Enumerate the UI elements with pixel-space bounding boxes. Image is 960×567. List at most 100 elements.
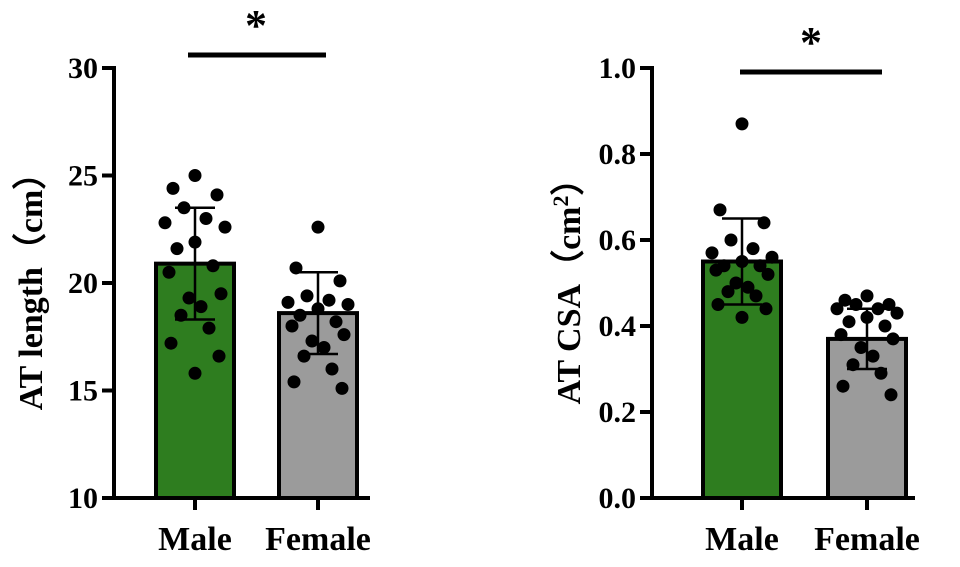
data-point [842, 315, 856, 329]
data-point [287, 375, 301, 389]
data-point [890, 306, 904, 320]
data-point [713, 203, 727, 217]
x-tick-label-female: Female [814, 521, 920, 558]
data-point [882, 298, 896, 311]
data-point [765, 250, 779, 264]
data-point [177, 201, 191, 215]
x-tick-label-male: Male [158, 521, 232, 558]
data-point [289, 261, 303, 275]
data-point [297, 349, 311, 363]
y-tick-label: 0.8 [599, 138, 637, 171]
data-point [285, 319, 299, 333]
data-point [836, 379, 850, 393]
y-tick-label: 30 [68, 52, 98, 85]
data-point [194, 300, 208, 314]
y-tick-label: 10 [68, 482, 98, 515]
data-point [721, 285, 735, 299]
data-point [757, 216, 771, 230]
data-point [834, 328, 848, 342]
data-point [182, 291, 196, 305]
data-point [214, 287, 228, 301]
data-point [322, 293, 336, 307]
data-point [188, 366, 202, 380]
data-point [729, 276, 743, 290]
data-point [860, 289, 874, 303]
data-point [884, 388, 898, 402]
data-point [878, 319, 892, 333]
y-axis-title-main: AT length [13, 267, 50, 410]
y-tick-label: 0.0 [599, 482, 637, 515]
y-axis-title: AT length（cm） [11, 156, 50, 411]
data-point [711, 298, 725, 311]
y-tick-label: 0.4 [599, 310, 637, 343]
data-point [753, 259, 767, 273]
data-point [305, 334, 319, 348]
y-axis-title-unit: （cm） [11, 156, 50, 267]
significance-marker: * [245, 1, 267, 50]
data-point [158, 216, 172, 230]
data-point [293, 308, 307, 322]
data-point [210, 188, 224, 202]
x-tick-label-male: Male [705, 521, 779, 558]
data-point [212, 349, 226, 363]
data-point [866, 349, 880, 363]
data-point [871, 302, 885, 316]
data-point [174, 308, 188, 322]
chart-panel-1: 10 15 20 25 30 Male Female AT length（cm） * [11, 1, 371, 558]
data-point [311, 220, 325, 234]
data-point [341, 298, 355, 311]
data-point [199, 212, 213, 225]
data-point [218, 220, 232, 234]
data-point [281, 295, 295, 309]
data-point [329, 315, 343, 329]
data-point [860, 310, 874, 324]
y-tick-label: 0.6 [599, 224, 637, 257]
y-axis-title: AT CSA（cm2） [548, 161, 589, 404]
data-point [746, 242, 760, 256]
data-point [166, 181, 180, 195]
data-point [202, 321, 216, 335]
data-point [188, 169, 202, 182]
data-point [849, 298, 863, 311]
y-tick-label: 0.2 [599, 396, 637, 429]
data-point [170, 242, 184, 256]
significance-marker: * [800, 18, 822, 67]
data-point [325, 362, 339, 376]
data-point [724, 233, 738, 247]
y-axis-title-superscript: 2 [548, 195, 573, 206]
data-point [830, 302, 844, 316]
data-point [846, 358, 860, 372]
y-axis-title-unit: （cm [549, 206, 588, 283]
y-axis-title-main: AT CSA [551, 283, 588, 404]
data-point [162, 265, 176, 279]
y-tick-label: 1.0 [599, 52, 637, 85]
data-point [735, 255, 749, 268]
y-axis-title-unit-close: ） [549, 161, 588, 195]
data-point [741, 280, 755, 294]
data-point [333, 274, 347, 288]
x-tick-label-female: Female [265, 521, 371, 558]
data-point [317, 341, 331, 354]
chart-panel-2: 0.0 0.2 0.4 0.6 0.8 1.0 Male Female AT CSA（cm2） * [548, 18, 920, 558]
y-tick-label: 15 [68, 375, 98, 408]
data-point [188, 235, 202, 249]
data-point [838, 293, 852, 307]
data-point [735, 117, 749, 131]
data-point [874, 366, 888, 380]
y-tick-label: 25 [68, 160, 98, 193]
data-point [761, 267, 775, 281]
data-point [300, 289, 314, 303]
y-tick-label: 20 [68, 267, 98, 300]
data-point [709, 263, 723, 277]
data-point [759, 302, 773, 316]
data-point [886, 332, 900, 346]
data-point [337, 328, 351, 342]
data-point [749, 289, 763, 303]
data-point [206, 259, 220, 273]
data-point [335, 381, 349, 395]
data-point [705, 246, 719, 260]
data-point [164, 336, 178, 350]
data-point [854, 341, 868, 354]
data-point [735, 310, 749, 324]
